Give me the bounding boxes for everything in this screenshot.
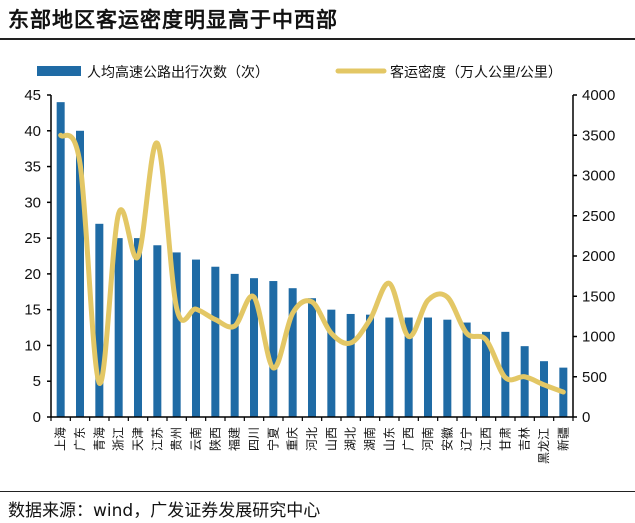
right-tick-label: 4000 [582, 87, 615, 104]
bar-湖南 [366, 314, 374, 417]
x-tick-label: 江苏 [150, 427, 164, 451]
bar-吉林 [520, 346, 529, 417]
bar-河北 [308, 298, 316, 417]
x-tick-label: 宁夏 [265, 427, 280, 451]
x-tick-label: 四川 [247, 427, 261, 451]
bar-陕西 [211, 266, 220, 417]
bar-河南 [424, 317, 432, 417]
x-tick-label: 山西 [324, 427, 338, 451]
right-tick-label: 3000 [582, 168, 615, 185]
left-tick-label: 40 [24, 123, 41, 140]
x-tick-label: 江西 [479, 427, 493, 451]
x-tick-label: 吉林 [518, 427, 532, 451]
left-tick-label: 30 [24, 194, 41, 211]
bar-辽宁 [462, 322, 471, 417]
x-tick-label: 甘肃 [498, 427, 512, 451]
bar-黑龙江 [540, 361, 548, 417]
bar-四川 [250, 278, 258, 417]
bar-青海 [95, 223, 104, 417]
x-tick-label: 辽宁 [459, 427, 474, 451]
left-tick-label: 25 [24, 230, 41, 247]
bar-贵州 [172, 252, 181, 417]
chart-title: 东部地区客运密度明显高于中西部 [8, 8, 338, 32]
x-tick-label: 山东 [382, 427, 396, 451]
x-tick-label: 湖南 [362, 427, 377, 451]
x-tick-label: 陕西 [207, 427, 222, 451]
bar-云南 [192, 259, 200, 417]
x-tick-label: 福建 [227, 427, 242, 451]
right-tick-label: 1000 [582, 329, 615, 346]
left-tick-label: 10 [24, 337, 41, 354]
bar-山西 [327, 309, 336, 417]
legend-bar-swatch [37, 66, 81, 76]
right-tick-label: 2000 [582, 248, 615, 265]
bar-广东 [76, 130, 84, 417]
left-tick-label: 5 [33, 373, 41, 390]
bar-广西 [404, 317, 413, 417]
bar-山东 [385, 317, 394, 417]
source-divider [0, 491, 635, 492]
bar-湖北 [346, 313, 355, 417]
x-tick-label: 湖北 [343, 427, 358, 451]
left-tick-label: 35 [24, 159, 41, 176]
bar-江西 [482, 331, 490, 417]
left-tick-label: 45 [24, 87, 41, 104]
title-divider [0, 38, 635, 40]
left-tick-label: 0 [33, 409, 41, 426]
right-tick-label: 3500 [582, 127, 615, 144]
legend-bar-label: 人均高速公路出行次数（次） [87, 64, 269, 80]
x-tick-label: 贵州 [170, 427, 184, 451]
x-tick-label: 浙江 [112, 427, 126, 451]
left-tick-label: 15 [24, 302, 41, 319]
x-tick-label: 新疆 [555, 427, 570, 451]
left-tick-label: 20 [24, 266, 41, 283]
x-tick-label: 河南 [420, 427, 435, 451]
x-tick-label: 云南 [188, 427, 203, 451]
bar-宁夏 [269, 281, 278, 417]
bar-天津 [134, 238, 142, 417]
x-tick-label: 河北 [305, 427, 319, 451]
line-series-density [58, 132, 566, 395]
right-tick-label: 500 [582, 369, 607, 386]
bar-江苏 [153, 245, 162, 417]
x-tick-label: 天津 [131, 427, 145, 451]
bar-上海 [56, 102, 65, 418]
source-note: 数据来源：wind，广发证券发展研究中心 [8, 501, 321, 521]
x-tick-label: 广东 [73, 427, 87, 451]
x-tick-label: 安徽 [439, 427, 454, 451]
legend-line-label: 客运密度（万人公里/公里） [390, 64, 562, 80]
bar-重庆 [288, 288, 297, 417]
right-tick-label: 2500 [582, 208, 615, 225]
bar-浙江 [114, 238, 123, 417]
right-tick-label: 0 [582, 409, 590, 426]
bar-安徽 [443, 319, 452, 417]
chart-svg: 人均高速公路出行次数（次） 客运密度（万人公里/公里） 0 5 10 15 20 25 30 35… [24, 64, 615, 464]
bar-福建 [230, 273, 239, 417]
x-tick-label: 重庆 [286, 427, 300, 451]
right-tick-label: 1500 [582, 288, 615, 305]
x-tick-label: 黑龙江 [537, 428, 551, 464]
x-tick-label: 广西 [402, 427, 416, 451]
x-tick-label: 上海 [53, 427, 68, 451]
x-tick-label: 青海 [91, 427, 106, 451]
